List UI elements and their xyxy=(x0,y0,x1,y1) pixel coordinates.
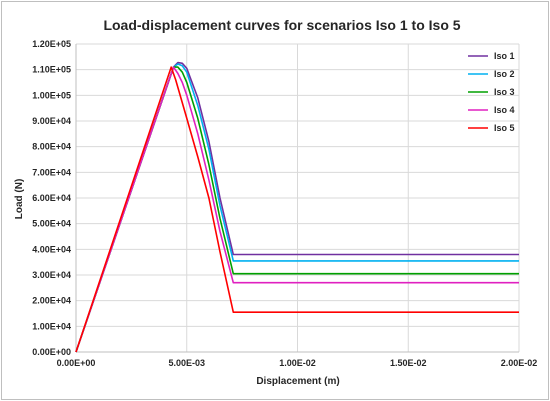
grid xyxy=(75,43,520,353)
y-tick-label: 3.00E+04 xyxy=(32,270,71,280)
series-line-iso-3 xyxy=(75,66,519,353)
series-line-iso-4 xyxy=(75,66,519,353)
legend-label-iso-3: Iso 3 xyxy=(494,87,515,97)
x-tick-labels: 0.00E+00 5.00E-03 1.00E-02 1.50E-02 2.00E-02 xyxy=(57,358,538,368)
x-axis-label: Displacement (m) xyxy=(256,376,339,387)
y-tick-label: 0.00E+00 xyxy=(32,347,71,357)
legend: Iso 1 Iso 2 Iso 3 Iso 4 Iso 5 xyxy=(468,51,515,133)
chart-title: Load-displacement curves for scenarios I… xyxy=(103,17,460,33)
y-tick-labels: 0.00E+00 1.00E+04 2.00E+04 3.00E+04 4.00E+04… xyxy=(32,39,71,357)
y-tick-label: 1.00E+04 xyxy=(32,321,71,331)
legend-label-iso-2: Iso 2 xyxy=(494,69,515,79)
y-tick-label: 5.00E+04 xyxy=(32,219,71,229)
y-tick-label: 9.00E+04 xyxy=(32,116,71,126)
y-tick-label: 1.00E+05 xyxy=(32,90,71,100)
legend-label-iso-5: Iso 5 xyxy=(494,123,515,133)
y-tick-label: 7.00E+04 xyxy=(32,167,71,177)
x-tick-label: 5.00E-03 xyxy=(168,358,205,368)
x-tick-label: 1.00E-02 xyxy=(279,358,316,368)
legend-label-iso-1: Iso 1 xyxy=(494,51,515,61)
series-line-iso-2 xyxy=(75,63,519,353)
y-tick-label: 8.00E+04 xyxy=(32,142,71,152)
y-tick-label: 1.20E+05 xyxy=(32,39,71,49)
legend-label-iso-4: Iso 4 xyxy=(494,105,515,115)
x-tick-label: 1.50E-02 xyxy=(390,358,427,368)
y-tick-label: 4.00E+04 xyxy=(32,244,71,254)
series-line-iso-5 xyxy=(75,66,519,353)
y-axis-label: Load (N) xyxy=(14,179,25,220)
y-tick-label: 2.00E+04 xyxy=(32,296,71,306)
y-tick-label: 6.00E+04 xyxy=(32,193,71,203)
y-tick-label: 1.10E+05 xyxy=(32,65,71,75)
x-tick-label: 2.00E-02 xyxy=(501,358,538,368)
series-lines xyxy=(75,61,519,353)
x-tick-label: 0.00E+00 xyxy=(57,358,96,368)
